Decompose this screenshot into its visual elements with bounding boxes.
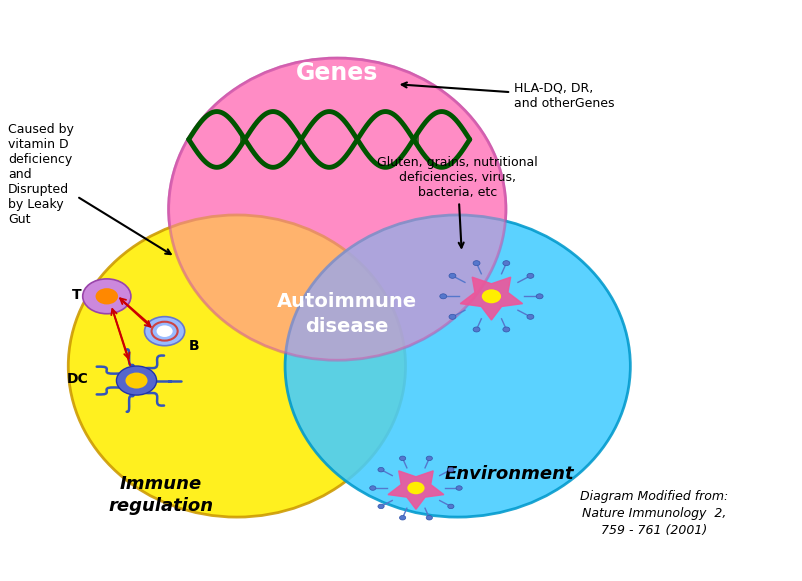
Circle shape (156, 325, 172, 337)
Circle shape (502, 261, 509, 266)
Circle shape (448, 273, 456, 278)
Circle shape (378, 468, 383, 472)
Circle shape (448, 314, 456, 320)
Circle shape (378, 504, 383, 508)
Circle shape (456, 486, 462, 490)
Circle shape (439, 294, 446, 299)
Text: Autoimmune
disease: Autoimmune disease (277, 292, 416, 336)
Text: Genes: Genes (296, 60, 378, 85)
Ellipse shape (68, 215, 405, 517)
Text: T: T (71, 288, 81, 302)
Circle shape (369, 486, 375, 490)
Ellipse shape (168, 58, 505, 360)
Text: B: B (188, 339, 199, 353)
Circle shape (472, 261, 480, 266)
Polygon shape (387, 471, 444, 510)
Circle shape (448, 468, 453, 472)
Circle shape (83, 279, 131, 314)
Text: DC: DC (67, 372, 88, 386)
Circle shape (95, 288, 118, 304)
Ellipse shape (285, 215, 630, 517)
Circle shape (125, 372, 148, 389)
Text: Gluten, grains, nutritional
deficiencies, virus,
bacteria, etc: Gluten, grains, nutritional deficiencies… (377, 156, 537, 248)
Circle shape (116, 366, 156, 395)
Circle shape (407, 482, 424, 494)
Text: Diagram Modified from:
Nature Immunology  2,
759 - 761 (2001): Diagram Modified from: Nature Immunology… (580, 490, 727, 537)
Text: Immune
regulation: Immune regulation (108, 475, 213, 515)
Text: Caused by
vitamin D
deficiency
and
Disrupted
by Leaky
Gut: Caused by vitamin D deficiency and Disru… (8, 123, 171, 254)
Text: HLA-DQ, DR,
and otherGenes: HLA-DQ, DR, and otherGenes (401, 82, 614, 110)
Circle shape (536, 294, 542, 299)
Circle shape (481, 289, 500, 303)
Circle shape (399, 515, 405, 520)
Circle shape (448, 504, 453, 508)
Circle shape (526, 273, 533, 278)
Polygon shape (460, 277, 522, 320)
Circle shape (426, 515, 431, 520)
Circle shape (526, 314, 533, 320)
Circle shape (502, 327, 509, 332)
Circle shape (144, 317, 184, 346)
Text: Environment: Environment (444, 465, 574, 482)
Circle shape (472, 327, 480, 332)
Circle shape (399, 456, 405, 461)
Circle shape (426, 456, 431, 461)
Ellipse shape (168, 58, 505, 360)
